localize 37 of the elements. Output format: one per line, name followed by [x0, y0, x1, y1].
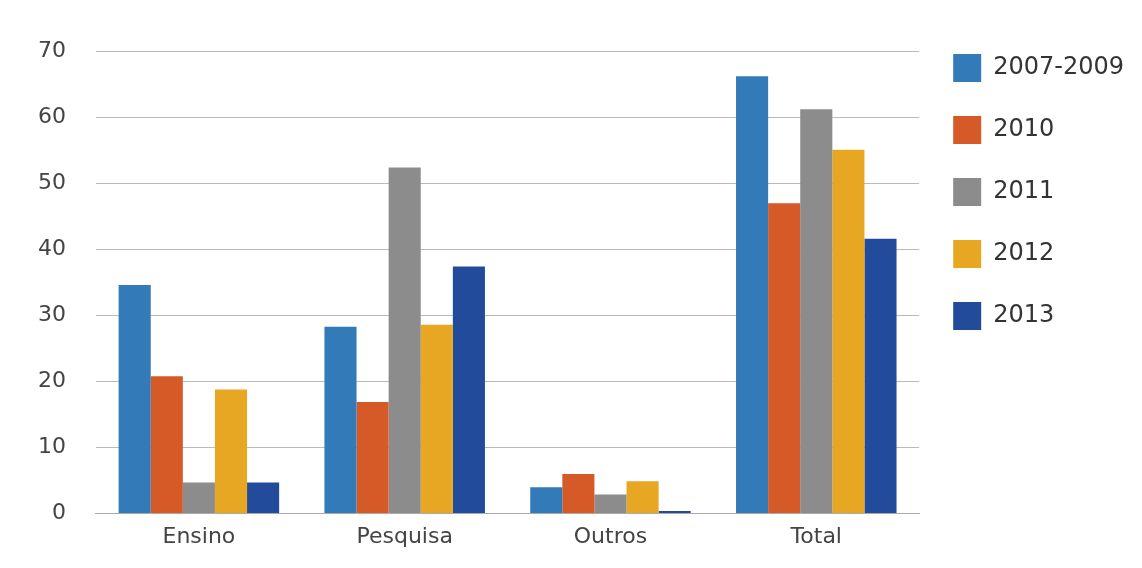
bar [832, 149, 865, 514]
y-tick-label: 10 [37, 433, 66, 459]
x-tick-label: Ensino [162, 522, 236, 548]
legend-label: 2012 [993, 238, 1055, 267]
legend-label: 2011 [993, 176, 1055, 205]
bar [356, 401, 389, 514]
y-tick-label: 70 [37, 36, 66, 62]
bar [626, 481, 659, 514]
x-tick-label: Total [789, 522, 842, 548]
legend-label: 2007-2009 [993, 52, 1125, 81]
y-tick-label: 30 [37, 301, 66, 327]
bar [247, 482, 280, 514]
x-tick-label: Outros [573, 522, 648, 548]
bar [768, 203, 801, 514]
bar [594, 494, 627, 514]
bar [214, 389, 248, 514]
legend-label: 2013 [993, 300, 1055, 329]
bar [118, 285, 151, 514]
y-tick-label: 60 [37, 102, 66, 128]
bar [864, 238, 897, 514]
bar [150, 376, 183, 514]
bar [562, 473, 595, 514]
bar [736, 76, 769, 514]
bar [658, 510, 691, 514]
legend-label: 2010 [993, 114, 1055, 143]
y-tick-label: 50 [37, 169, 66, 195]
bar [388, 167, 421, 514]
bar [420, 324, 453, 514]
bar [324, 326, 357, 514]
y-tick-label: 20 [37, 367, 66, 393]
bar [182, 482, 215, 514]
bar [452, 266, 485, 514]
bar [530, 487, 563, 514]
bar [800, 109, 833, 514]
x-tick-label: Pesquisa [356, 522, 453, 548]
y-tick-label: 0 [51, 499, 66, 525]
y-tick-label: 40 [37, 235, 66, 261]
